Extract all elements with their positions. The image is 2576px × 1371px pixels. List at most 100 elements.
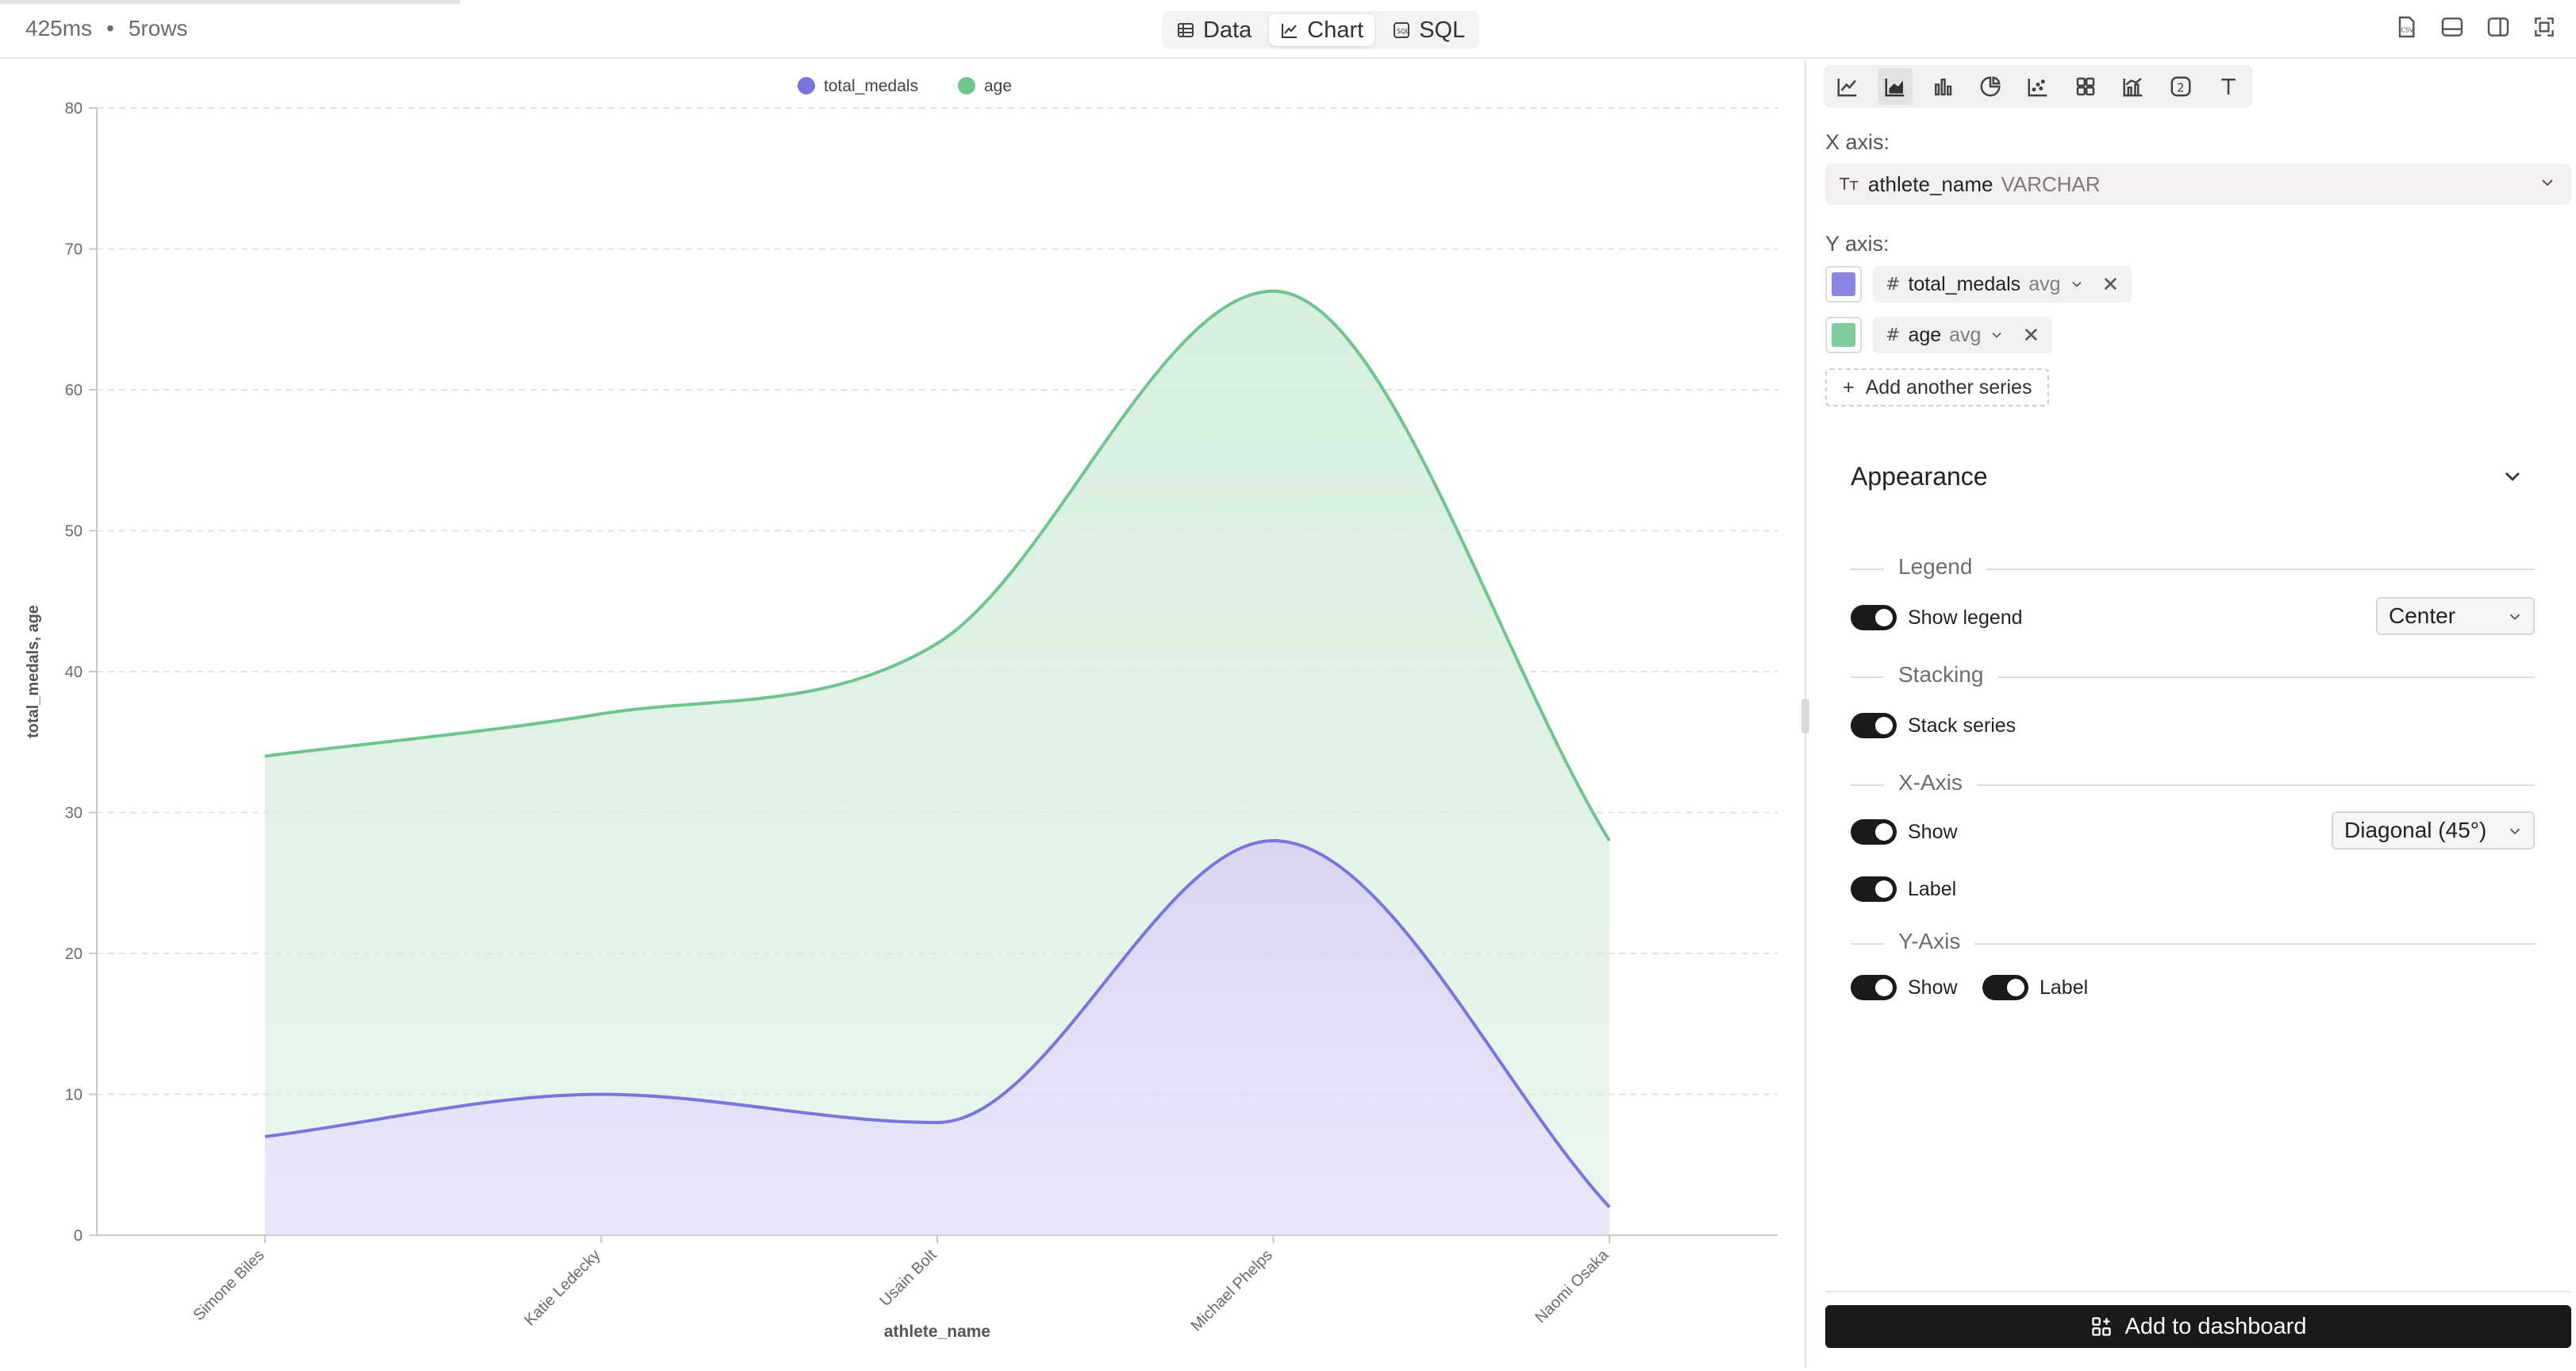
- section-divider: [1851, 943, 2535, 945]
- remove-series-icon[interactable]: ✕: [2101, 272, 2120, 296]
- chevron-down-icon[interactable]: [2500, 464, 2525, 489]
- x-axis-select[interactable]: Tт athlete_name VARCHAR: [1825, 164, 2571, 205]
- y-tick-label: 60: [65, 382, 83, 399]
- side-panel-icon[interactable]: [2486, 14, 2511, 40]
- stacking-section-title: Stacking: [1884, 662, 1998, 687]
- number-type-icon: #: [1886, 274, 1901, 295]
- area-chart-type-icon: [1885, 79, 1905, 97]
- series-field-pill[interactable]: # age avg ✕: [1873, 317, 2053, 353]
- y-axis-show-toggle[interactable]: [1851, 975, 1897, 1000]
- svg-text:2: 2: [2177, 80, 2185, 94]
- text-type-icon: Tт: [1840, 175, 1859, 194]
- y-tick-label: 40: [65, 664, 83, 681]
- color-swatch: [1832, 272, 1855, 296]
- number-chart-type-icon: 2: [2170, 76, 2191, 97]
- color-swatch: [1832, 323, 1855, 347]
- line-chart-type-icon: [1837, 79, 1857, 97]
- x-tick-label: Katie Ledecky: [521, 1246, 604, 1329]
- add-to-dashboard-button[interactable]: Add to dashboard: [1825, 1305, 2571, 1348]
- data-point: [936, 643, 938, 644]
- y-series-row: # age avg ✕: [1825, 314, 2053, 356]
- chart-type-pie[interactable]: [1973, 68, 2008, 105]
- chart-type-number[interactable]: 2: [2163, 68, 2198, 105]
- stack-series-toggle[interactable]: [1851, 713, 1897, 738]
- x-axis-label: X axis:: [1825, 130, 1890, 154]
- y-tick-label: 30: [65, 805, 83, 822]
- series-color-picker[interactable]: [1825, 317, 1862, 353]
- x-axis-rotation-select[interactable]: Diagonal (45°): [2332, 811, 2535, 849]
- series-field-pill[interactable]: # total_medals avg ✕: [1873, 266, 2132, 302]
- x-axis-show-toggle[interactable]: [1851, 819, 1897, 845]
- remove-series-icon[interactable]: ✕: [2022, 322, 2040, 347]
- stack-series-label: Stack series: [1908, 714, 2017, 737]
- legend-section-title: Legend: [1884, 554, 1987, 580]
- chart-type-scatter[interactable]: [2020, 68, 2055, 105]
- x-axis-label-toggle[interactable]: [1851, 876, 1897, 902]
- chart-type-combo[interactable]: [2116, 68, 2151, 105]
- view-mode-tabs: Data Chart SQL SQL: [1162, 11, 1480, 49]
- pie-chart-type-icon: [1980, 76, 2001, 97]
- scatter-chart-type-icon: [2028, 79, 2047, 97]
- fullscreen-icon[interactable]: [2532, 14, 2557, 40]
- section-divider: [1851, 676, 2535, 678]
- number-type-icon: #: [1886, 325, 1901, 345]
- legend-label: total_medals: [824, 77, 918, 95]
- csv-download-icon[interactable]: CSV: [2393, 14, 2419, 40]
- query-meta: 425ms • 5rows: [25, 16, 188, 41]
- x-axis-field: athlete_name: [1867, 171, 1994, 196]
- add-series-button[interactable]: + Add another series: [1825, 368, 2050, 406]
- data-point: [264, 1136, 266, 1138]
- panel-separator: [1825, 1291, 2571, 1292]
- area-age: [265, 291, 1609, 1207]
- chart-type-area[interactable]: [1878, 68, 1913, 105]
- legend-position-select[interactable]: Center: [2376, 597, 2535, 635]
- legend-marker: [958, 77, 975, 94]
- bar-chart-type-icon: [1935, 79, 1952, 96]
- chart-type-grid[interactable]: [2068, 68, 2103, 105]
- row-count: 5rows: [128, 16, 188, 40]
- y-series-row: # total_medals avg ✕: [1825, 264, 2132, 305]
- tab-sql-label: SQL: [1419, 17, 1466, 43]
- line-chart-icon: [1282, 24, 1298, 38]
- x-tick-label: Simone Biles: [190, 1246, 267, 1324]
- svg-text:SQL: SQL: [1397, 28, 1409, 35]
- series-color-picker[interactable]: [1825, 266, 1862, 302]
- series-aggregation: avg: [2028, 272, 2061, 295]
- chevron-down-icon: [2509, 828, 2520, 835]
- series-field-name: total_medals: [1908, 272, 2021, 295]
- y-axis-label-toggle[interactable]: [1982, 975, 2028, 1000]
- show-legend-toggle[interactable]: [1851, 605, 1897, 630]
- grid-chart-type-icon: [2076, 77, 2095, 96]
- tab-chart[interactable]: Chart: [1269, 14, 1375, 46]
- y-tick-label: 0: [74, 1227, 83, 1245]
- combo-chart-type-icon: [2123, 78, 2143, 97]
- y-axis-label: Y axis:: [1825, 232, 1890, 256]
- y-tick-label: 10: [65, 1087, 83, 1104]
- bottom-panel-icon[interactable]: [2440, 14, 2465, 40]
- tab-data[interactable]: Data: [1165, 14, 1263, 46]
- chart-type-selector: 2: [1824, 65, 2252, 108]
- series-aggregation: avg: [1949, 323, 1982, 346]
- section-divider: [1851, 568, 2535, 570]
- section-divider: [1851, 784, 2535, 786]
- appearance-heading[interactable]: Appearance: [1851, 462, 1988, 491]
- svg-text:CSV: CSV: [2401, 27, 2414, 34]
- x-tick-label: Usain Bolt: [877, 1246, 940, 1310]
- x-axis-title: athlete_name: [884, 1323, 990, 1341]
- tab-sql[interactable]: SQL SQL: [1381, 14, 1476, 46]
- top-toolbar: CSV: [2393, 14, 2557, 40]
- x-axis-rotation-value: Diagonal (45°): [2344, 818, 2487, 842]
- area-total_medals: [265, 841, 1609, 1235]
- chart-type-text[interactable]: [2211, 68, 2246, 105]
- chevron-down-icon: [2509, 614, 2520, 621]
- progress-line: [0, 0, 460, 4]
- area-chart: 0 10 20 30 40 50 60 70 80 Simone Biles Katie Ledec…: [25, 77, 1778, 1341]
- chart-type-line[interactable]: [1830, 68, 1865, 105]
- resize-handle[interactable]: [1801, 699, 1809, 734]
- query-time: 425ms: [25, 16, 93, 40]
- data-point: [264, 756, 266, 757]
- tab-chart-label: Chart: [1307, 17, 1364, 43]
- legend-position-value: Center: [2389, 603, 2456, 628]
- chart-type-bar[interactable]: [1925, 68, 1960, 105]
- x-tick-label: Naomi Osaka: [1532, 1246, 1613, 1327]
